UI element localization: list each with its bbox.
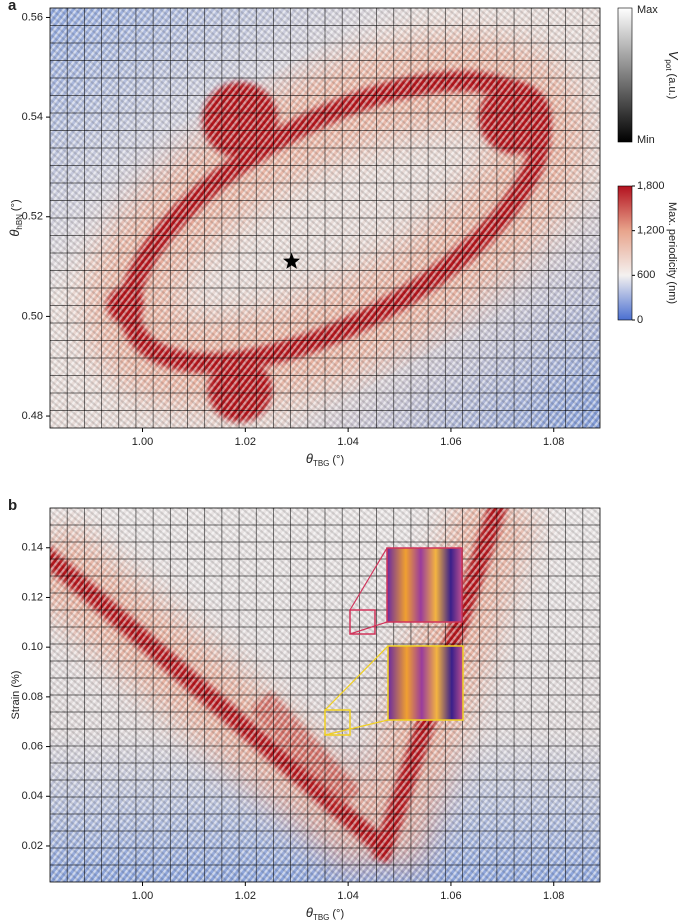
y-tick-label: 0.04 <box>22 790 43 802</box>
label-symbol: θ <box>7 230 22 237</box>
inset-region <box>349 609 376 635</box>
colorbar-min-label: Min <box>637 134 655 146</box>
x-tick-label: 1.08 <box>543 890 564 902</box>
colorbar-tick-label: 600 <box>637 269 655 281</box>
x-tick-label: 1.06 <box>440 436 461 448</box>
inset-connector <box>324 645 389 736</box>
inset-image <box>386 547 463 623</box>
y-tick-label: 0.48 <box>22 410 43 422</box>
y-tick-label: 0.56 <box>22 11 43 23</box>
panel-label: a <box>8 0 17 14</box>
colorbar-tick-label: 1,200 <box>637 225 665 237</box>
y-tick-label: 0.52 <box>22 211 43 223</box>
colorbar-tick-label: 0 <box>637 314 643 326</box>
y-tick-label: 0.10 <box>22 641 43 653</box>
colorbar-title: Max. periodicity (nm) <box>666 202 678 304</box>
x-tick-label: 1.02 <box>235 890 256 902</box>
colorbar-tick-label: 1,800 <box>637 180 665 192</box>
x-tick-label: 1.00 <box>132 436 153 448</box>
label-unit: (°) <box>332 454 344 466</box>
y-tick-label: 0.12 <box>22 591 43 603</box>
heatmap-image <box>50 508 600 882</box>
x-axis-label: θTBG (°) <box>306 451 344 468</box>
inset-connector <box>349 547 388 635</box>
y-tick-label: 0.50 <box>22 310 43 322</box>
colorbar-title: Vpot (a.u.) <box>664 51 681 99</box>
label-unit: (°) <box>10 199 22 211</box>
inset-region <box>324 709 351 736</box>
y-axis-label: Strain (%) <box>10 671 22 720</box>
label-subscript: pot <box>664 59 673 71</box>
x-tick-label: 1.08 <box>543 436 564 448</box>
y-axis-label: θhBN (°) <box>7 199 24 236</box>
heatmap-image <box>50 8 600 428</box>
label-symbol: V <box>666 51 681 61</box>
x-axis-label: θTBG (°) <box>306 905 344 920</box>
panel-label: b <box>8 497 17 514</box>
colorbar-max-label: Max <box>637 4 658 16</box>
x-tick-label: 1.02 <box>235 436 256 448</box>
label-symbol: θ <box>306 905 313 920</box>
label-unit: (a.u.) <box>666 74 678 100</box>
label-subscript: TBG <box>313 913 329 920</box>
colorbar <box>617 7 633 143</box>
x-tick-label: 1.04 <box>337 890 358 902</box>
plot-frame <box>49 7 601 429</box>
y-tick-label: 0.14 <box>22 542 43 554</box>
inset-image <box>387 645 464 721</box>
x-tick-label: 1.00 <box>132 890 153 902</box>
label-subscript: hBN <box>15 214 24 230</box>
y-tick-label: 0.06 <box>22 740 43 752</box>
x-tick-label: 1.06 <box>440 890 461 902</box>
y-tick-label: 0.54 <box>22 111 43 123</box>
y-tick-label: 0.02 <box>22 840 43 852</box>
label-symbol: θ <box>306 451 313 466</box>
colorbar <box>617 185 633 321</box>
label-subscript: TBG <box>313 459 329 468</box>
star-marker <box>283 252 301 269</box>
x-tick-label: 1.04 <box>337 436 358 448</box>
y-tick-label: 0.08 <box>22 691 43 703</box>
plot-frame <box>49 507 601 883</box>
label-unit: (°) <box>332 908 344 920</box>
